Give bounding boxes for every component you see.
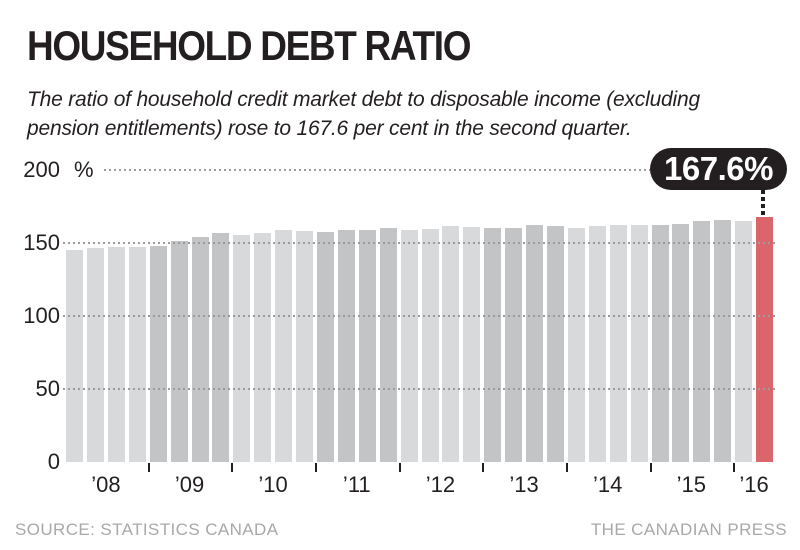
bar-10-q2 (254, 232, 272, 462)
y-axis-tick-label: 200 (23, 156, 60, 182)
bar-11-q3 (358, 229, 376, 462)
bar-15-q4 (714, 219, 732, 462)
bar-13-q2 (505, 227, 523, 462)
callout-dotted-connector (761, 190, 765, 217)
x-axis-year-tick (482, 463, 485, 472)
bar-11-q1 (316, 232, 334, 462)
bar-08-q2 (86, 247, 104, 462)
value-callout-label: 167.6% (664, 150, 773, 187)
bar-16-q2 (756, 217, 773, 462)
chart-title: HOUSEHOLD DEBT RATIO (27, 22, 471, 69)
bar-12-q3 (442, 226, 460, 462)
bar-12-q1 (400, 229, 418, 462)
dotted-gridline (63, 241, 776, 244)
bar-12-q2 (421, 228, 439, 462)
bar-08-q3 (107, 246, 125, 462)
bar-13-q4 (546, 226, 564, 462)
chart-subtitle-line2: pension entitlements) rose to 167.6 per … (27, 117, 632, 140)
x-axis-year-label: ’10 (258, 472, 288, 497)
x-axis-year-tick (314, 463, 317, 472)
bar-16-q1 (735, 221, 753, 462)
bar-09-q2 (170, 240, 188, 462)
x-axis-year-tick (733, 463, 736, 472)
bar-11-q2 (337, 230, 355, 462)
bar-09-q3 (191, 237, 209, 462)
x-axis-year-label: ’12 (425, 472, 456, 497)
y-axis-tick-label: 0 (47, 449, 60, 474)
dotted-gridline (104, 168, 650, 171)
chart-subtitle-line1: The ratio of household credit market deb… (27, 88, 700, 111)
bar-15-q1 (651, 225, 669, 462)
bar-10-q1 (233, 234, 251, 462)
publisher-credit: THE CANADIAN PRESS (590, 520, 787, 539)
bar-10-q4 (296, 230, 313, 462)
chart-subtitle: The ratio of household credit market deb… (27, 85, 700, 143)
x-axis-year-label: ’11 (342, 472, 371, 497)
bar-15-q2 (672, 223, 690, 462)
bar-08-q1 (66, 250, 83, 462)
bar-14-q1 (567, 227, 585, 462)
bar-13-q3 (526, 224, 543, 462)
x-axis-year-label: ’08 (91, 472, 121, 497)
bar-09-q4 (212, 233, 230, 462)
y-axis-tick-label: 150 (23, 229, 60, 255)
bar-14-q4 (630, 224, 648, 462)
y-axis-unit-label: % (74, 156, 94, 182)
bar-13-q1 (484, 228, 502, 462)
x-axis-year-tick (565, 463, 568, 472)
value-callout-pill: 167.6% (650, 148, 787, 190)
y-axis-tick-label: 100 (23, 302, 60, 328)
x-axis-year-label: ’15 (676, 472, 706, 497)
source-credit: SOURCE: STATISTICS CANADA (15, 520, 279, 539)
bar-09-q1 (149, 245, 167, 462)
bar-11-q4 (379, 228, 397, 462)
x-axis-year-label: ’13 (509, 472, 539, 497)
y-axis-tick-label: 50 (35, 375, 60, 401)
bar-10-q3 (275, 230, 293, 462)
x-axis-year-label: ’09 (174, 472, 205, 497)
x-axis-year-tick (231, 463, 234, 472)
x-axis-year-tick (147, 463, 150, 472)
bar-12-q4 (463, 227, 481, 462)
x-axis-year-label: ’14 (593, 472, 623, 497)
x-axis-year-tick (649, 463, 652, 472)
x-axis-year-tick (398, 463, 401, 472)
bar-15-q3 (693, 221, 711, 462)
bar-14-q2 (588, 226, 606, 462)
dotted-gridline (63, 314, 776, 317)
x-axis-year-label: ’16 (739, 472, 769, 497)
dotted-gridline (63, 387, 776, 390)
bar-14-q3 (609, 224, 627, 462)
bar-08-q4 (128, 246, 146, 462)
